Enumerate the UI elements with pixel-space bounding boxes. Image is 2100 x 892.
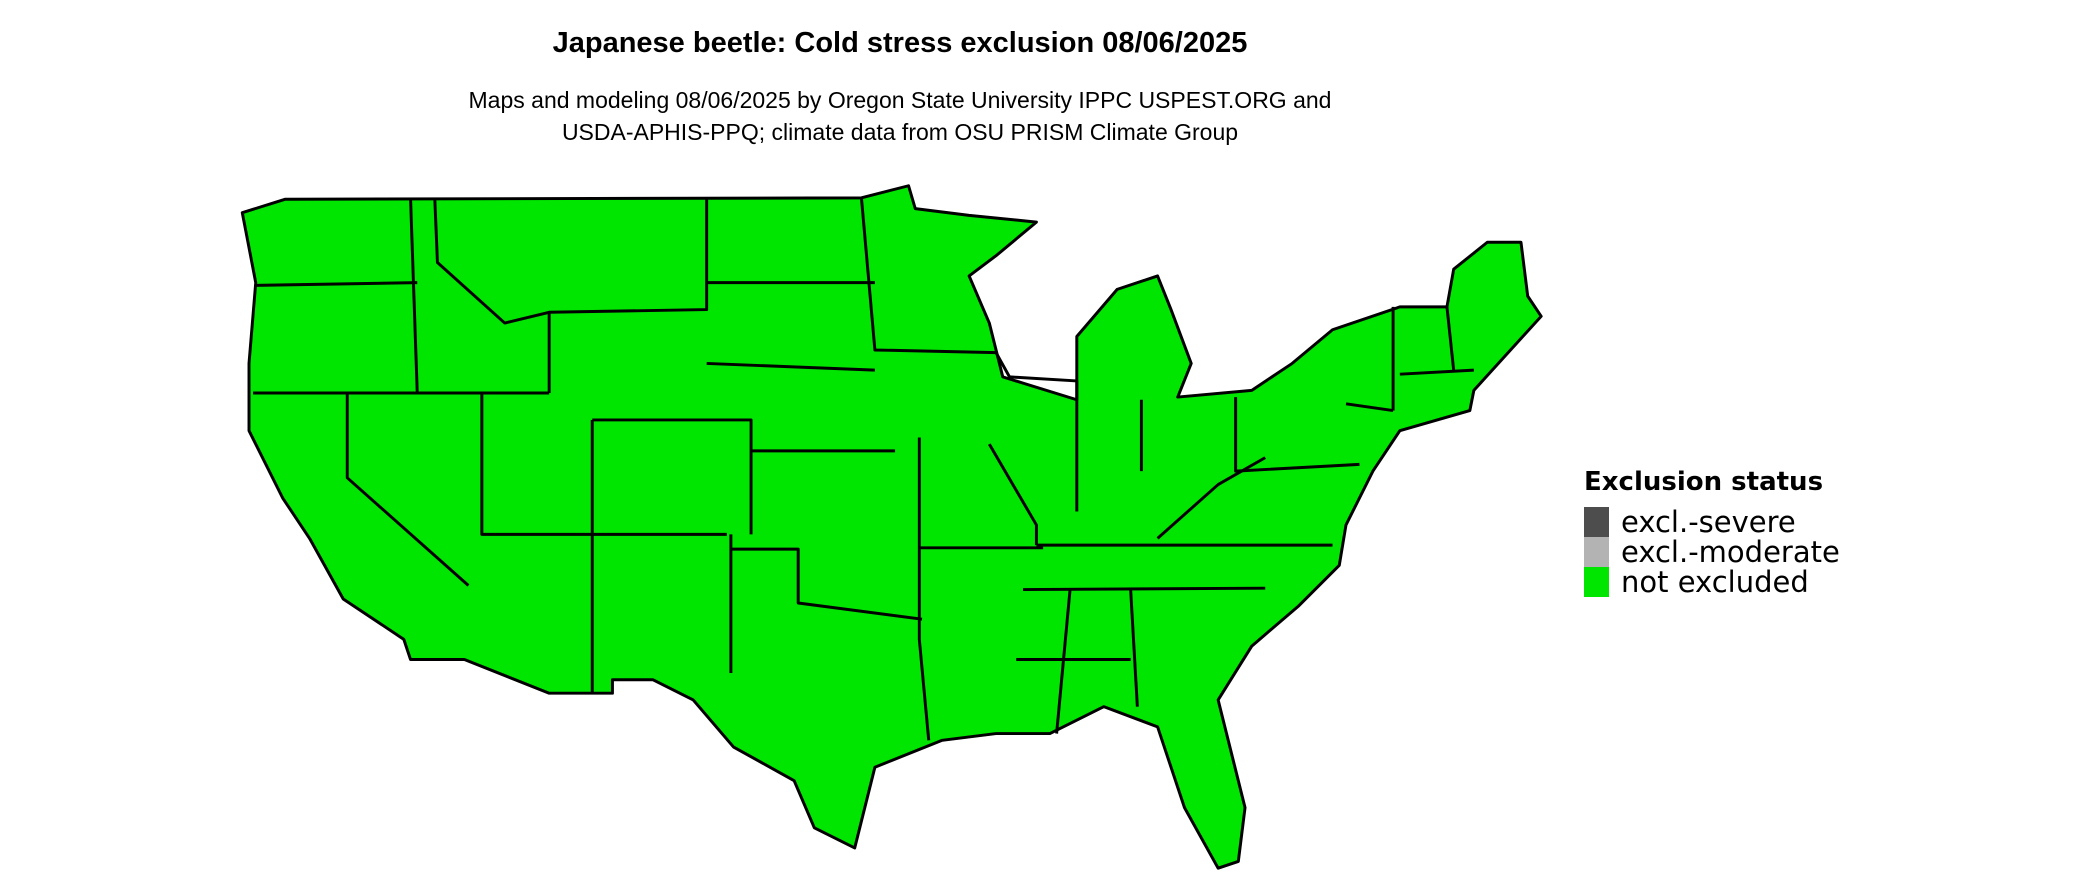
legend-label: not excluded: [1621, 565, 1809, 599]
legend-label: excl.-moderate: [1621, 535, 1840, 569]
state-borders: [253, 197, 1474, 741]
legend-swatch: [1584, 507, 1609, 537]
subtitle-line-2: USDA-APHIS-PPQ; climate data from OSU PR…: [561, 119, 1239, 145]
legend-title: Exclusion status: [1584, 467, 1824, 497]
legend-item-not-excluded: not excluded: [1584, 565, 1840, 599]
legend-item-moderate: excl.-moderate: [1584, 535, 1840, 569]
map-title: Japanese beetle: Cold stress exclusion 0…: [552, 27, 1248, 59]
map-subtitle: Maps and modeling 08/06/2025 by Oregon S…: [0, 84, 1800, 148]
legend-label: excl.-severe: [1621, 505, 1796, 539]
us-outline: [240, 184, 1543, 870]
legend-swatch: [1584, 537, 1609, 567]
legend-item-severe: excl.-severe: [1584, 505, 1840, 539]
legend-swatch: [1584, 567, 1609, 597]
legend: Exclusion status excl.-severe excl.-mode…: [1584, 467, 1840, 599]
subtitle-line-1: Maps and modeling 08/06/2025 by Oregon S…: [468, 87, 1332, 113]
